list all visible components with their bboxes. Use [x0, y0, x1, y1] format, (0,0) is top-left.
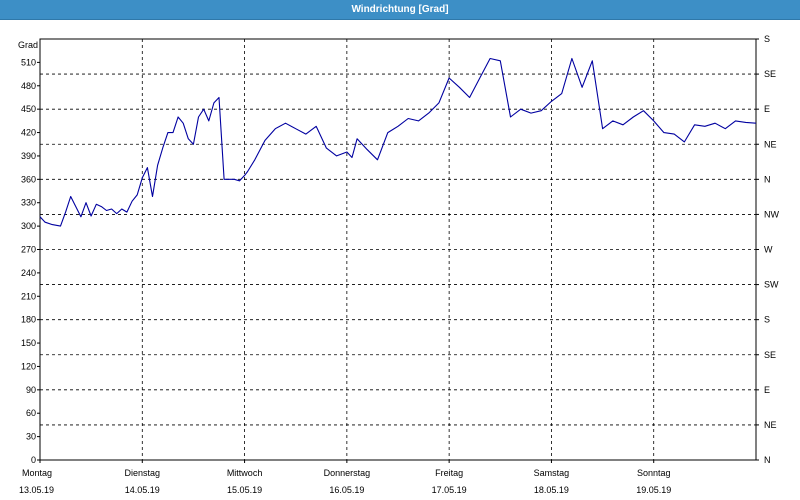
right-tick-label: NW — [764, 209, 779, 219]
y-tick-label: 270 — [21, 245, 36, 255]
y-tick-label: 390 — [21, 151, 36, 161]
x-tick-day: Montag — [22, 468, 52, 478]
right-tick-label: W — [764, 245, 773, 255]
x-tick-day: Sonntag — [637, 468, 671, 478]
x-tick-date: 13.05.19 — [19, 485, 54, 495]
wind-direction-chart: 0 30 60 90 120 150 180 210 240 270 300 330 360 390 420… — [18, 34, 779, 495]
x-tick-date: 17.05.19 — [432, 485, 467, 495]
right-tick-label: E — [764, 385, 770, 395]
x-tick-day: Samstag — [534, 468, 570, 478]
right-tick-label: NE — [764, 139, 777, 149]
x-tick-day: Donnerstag — [324, 468, 371, 478]
right-tick-label: S — [764, 315, 770, 325]
y-axis-label: Grad — [18, 40, 38, 50]
x-tick-date: 19.05.19 — [636, 485, 671, 495]
y-tick-label: 30 — [26, 432, 36, 442]
x-tick-day: Freitag — [435, 468, 463, 478]
x-tick-date: 16.05.19 — [329, 485, 364, 495]
x-tick-date: 14.05.19 — [125, 485, 160, 495]
y-tick-label: 480 — [21, 81, 36, 91]
right-tick-label: N — [764, 174, 771, 184]
window-title: Windrichtung [Grad] — [0, 0, 800, 20]
right-tick-label: N — [764, 455, 771, 465]
x-tick-date: 15.05.19 — [227, 485, 262, 495]
right-tick-label: SE — [764, 69, 776, 79]
y-tick-label: 210 — [21, 291, 36, 301]
y-tick-label: 300 — [21, 221, 36, 231]
y-tick-label: 240 — [21, 268, 36, 278]
right-tick-label: NE — [764, 420, 777, 430]
y-tick-label: 120 — [21, 361, 36, 371]
series-group — [39, 57, 757, 227]
y-tick-label: 420 — [21, 128, 36, 138]
y-tick-label: 510 — [21, 57, 36, 67]
y-axis-ticks: 0 30 60 90 120 150 180 210 240 270 300 330 360 390 420… — [21, 57, 40, 465]
right-tick-label: SE — [764, 350, 776, 360]
right-tick-label: SW — [764, 280, 779, 290]
grid — [39, 38, 757, 461]
y-tick-label: 360 — [21, 174, 36, 184]
y-tick-label: 450 — [21, 104, 36, 114]
x-axis-ticks: Montag 13.05.19 Dienstag 14.05.19 Mittwoch 15… — [19, 460, 671, 495]
x-tick-day: Mittwoch — [227, 468, 263, 478]
right-axis-ticks: N NE E SE S SW W NW N NE E SE S — [756, 34, 779, 465]
y-tick-label: 0 — [31, 455, 36, 465]
y-tick-label: 90 — [26, 385, 36, 395]
y-tick-label: 330 — [21, 198, 36, 208]
right-tick-label: E — [764, 104, 770, 114]
wind-direction-line — [39, 57, 757, 227]
x-tick-day: Dienstag — [125, 468, 161, 478]
y-tick-label: 60 — [26, 408, 36, 418]
x-tick-date: 18.05.19 — [534, 485, 569, 495]
y-tick-label: 180 — [21, 315, 36, 325]
right-tick-label: S — [764, 34, 770, 44]
y-tick-label: 150 — [21, 338, 36, 348]
